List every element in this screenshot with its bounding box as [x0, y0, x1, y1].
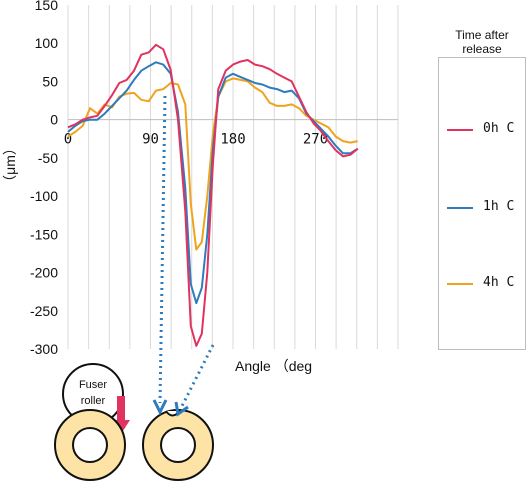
fuser-roller-label-line2: roller [81, 395, 106, 407]
fuser-roller-label-line1: Fuser [79, 379, 107, 391]
y-tick-label: -300 [30, 341, 58, 357]
y-axis-label: （μm） [2, 141, 18, 189]
y-tick-label: 100 [35, 35, 59, 51]
legend-box [438, 57, 526, 350]
x-tick-label: 270 [303, 132, 328, 148]
series-lines [67, 43, 359, 347]
series-line-0hc [67, 43, 359, 347]
legend-item: 1h C [447, 199, 527, 215]
y-tick-label: -100 [30, 188, 58, 204]
y-tick-label: -200 [30, 265, 58, 281]
legend-label: 4h C [483, 275, 515, 290]
x-tick-label: 90 [142, 132, 159, 148]
y-tick-label: -50 [38, 150, 58, 166]
dotted-arrow-trough [179, 344, 215, 409]
legend-title: Time after release [455, 28, 509, 56]
vertical-gridlines [67, 5, 399, 349]
y-tick-label: 50 [42, 73, 58, 89]
legend-label: 1h C [483, 199, 515, 214]
legend-item: 0h C [447, 121, 527, 137]
dotted-arrow-peak-head [152, 399, 168, 416]
legend-swatch [447, 283, 473, 285]
x-tick-label: 180 [220, 132, 245, 148]
y-tick-label: -150 [30, 226, 58, 242]
dotted-arrow-peak [158, 95, 167, 404]
legend-item: 4h C [447, 275, 527, 291]
dotted-arrow-trough-head [174, 401, 189, 417]
y-tick-label: -250 [30, 303, 58, 319]
legend-swatch [447, 129, 473, 131]
x-tick-label: 0 [64, 132, 72, 148]
y-tick-label: 150 [35, 0, 59, 13]
y-tick-label: 0 [50, 112, 58, 128]
pressure-ring-left-hole [72, 427, 108, 463]
y-axis-ticks: 150 100 50 0 -50 -100 -150 -200 -250 -300 [30, 0, 58, 357]
deformed-ring-hole [160, 427, 196, 463]
legend-swatch [447, 207, 473, 209]
x-axis-label: Angle （deg [235, 358, 312, 374]
legend-label: 0h C [483, 121, 515, 136]
x-axis-ticks: 0 90 180 270 [64, 132, 328, 148]
fuser-diagram: Fuser roller [54, 95, 215, 481]
